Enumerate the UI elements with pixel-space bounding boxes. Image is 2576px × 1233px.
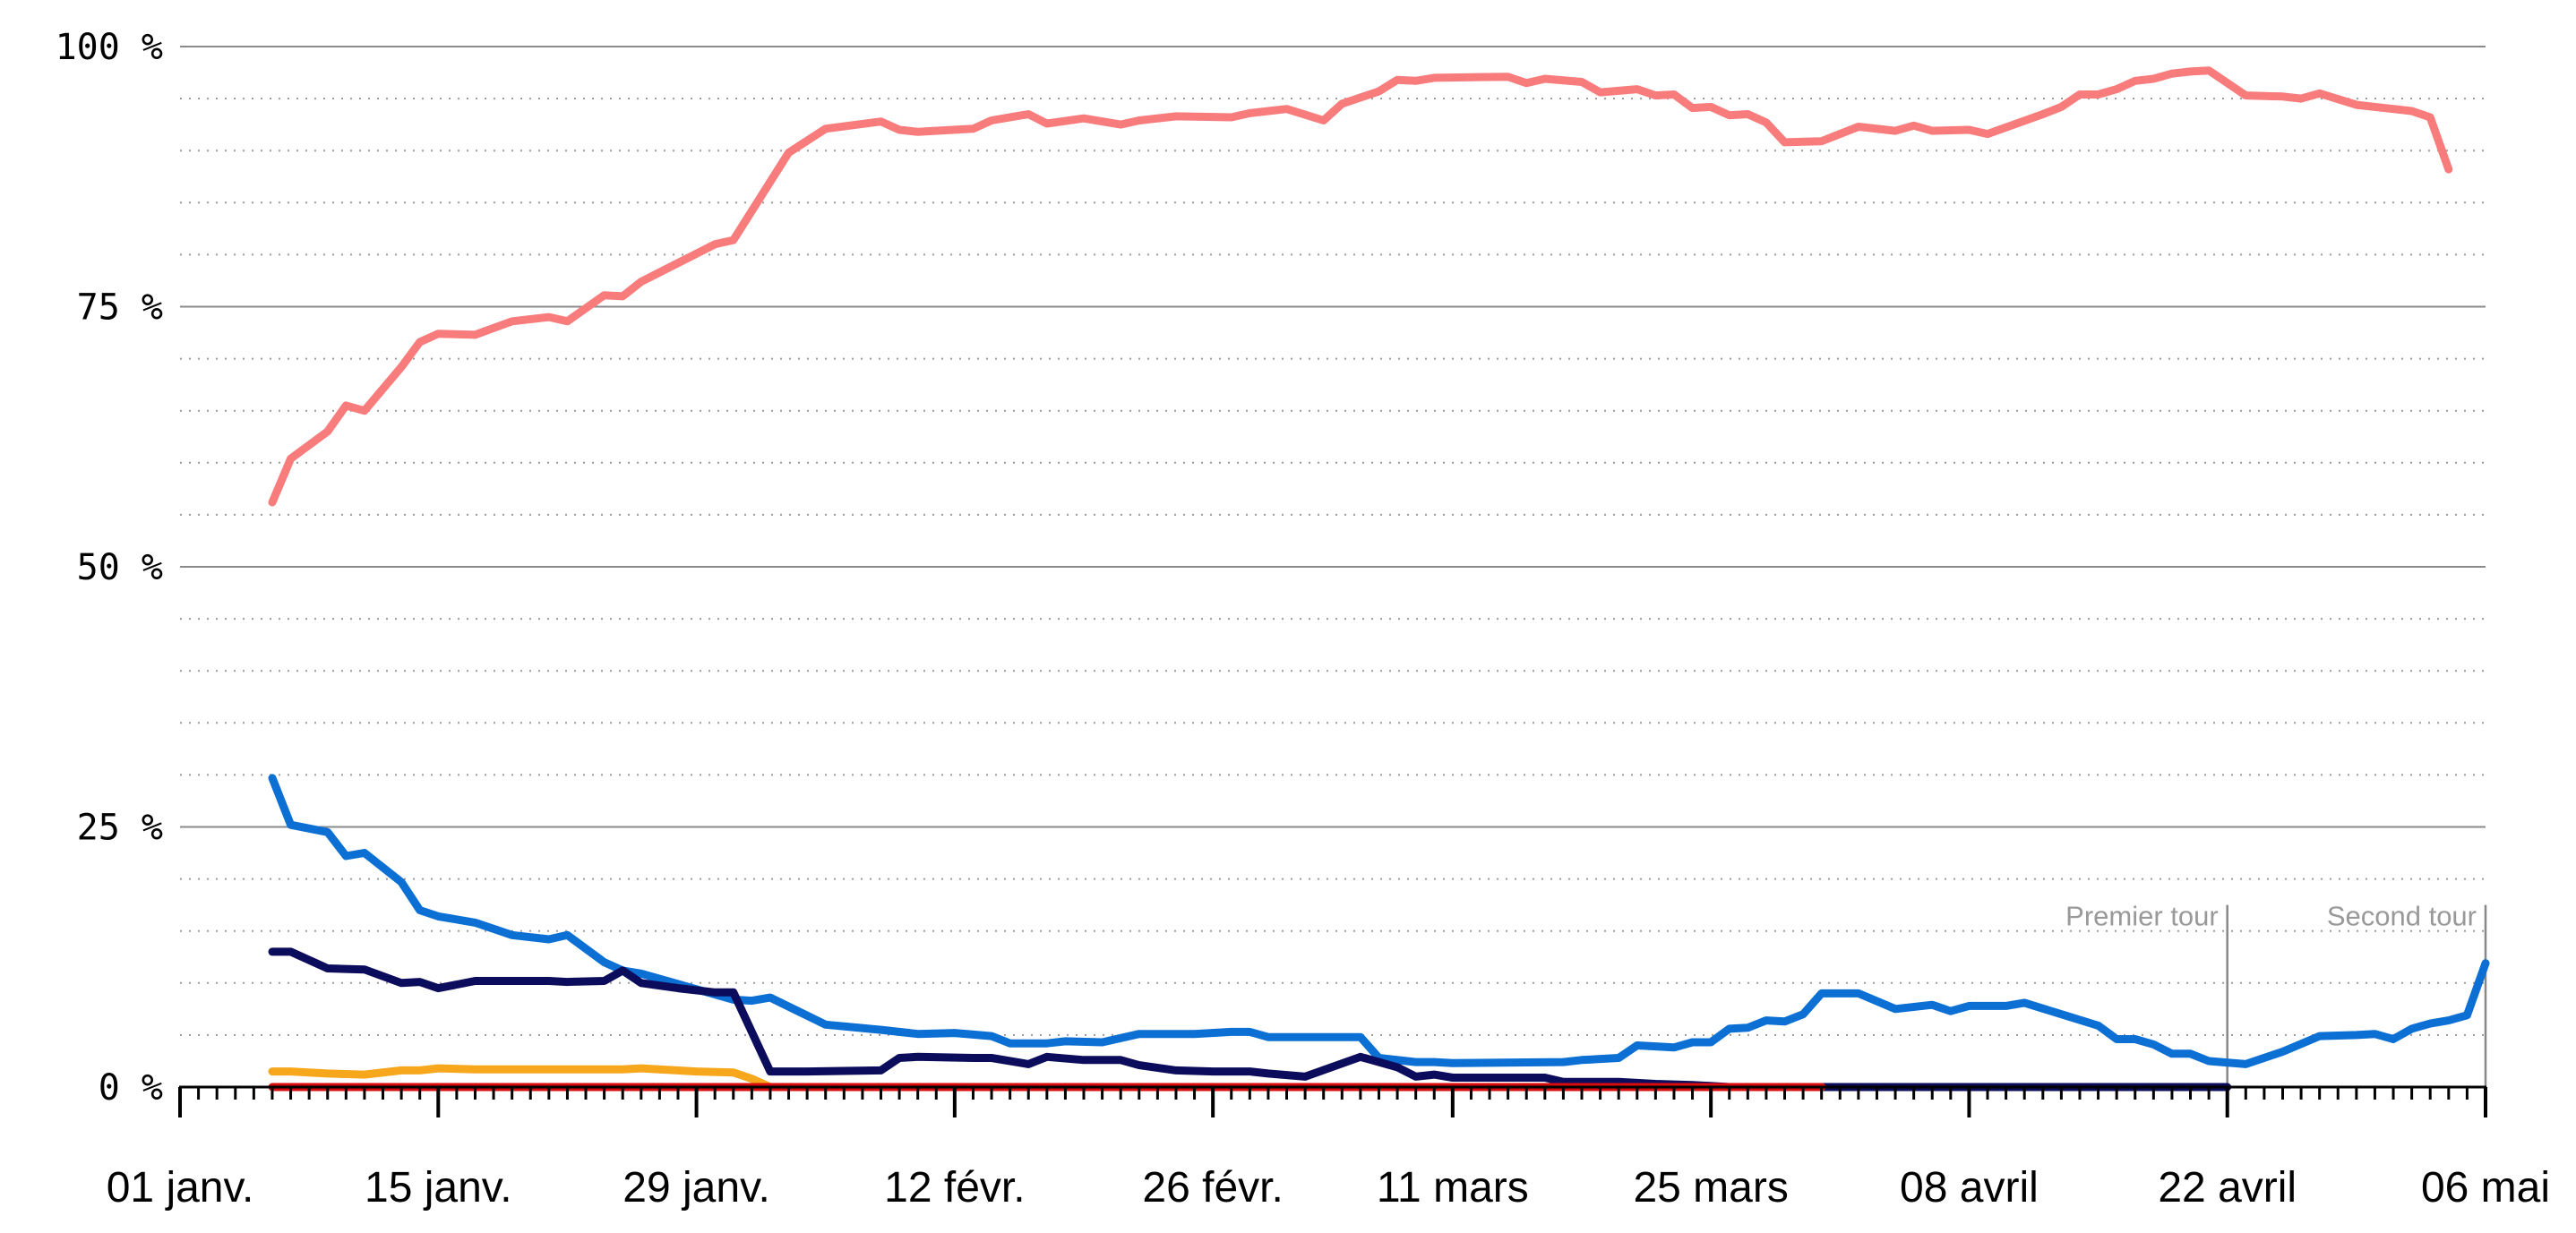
x-tick-label: 25 mars — [1633, 1164, 1788, 1212]
series-line — [268, 1064, 1826, 1092]
x-tick-label: 11 mars — [1377, 1164, 1529, 1212]
y-axis-tick-labels: 0 % 25 % 50 % 75 % 100 % — [56, 27, 163, 1109]
series-lines — [268, 66, 2490, 1092]
y-tick-label: 75 % — [77, 287, 163, 329]
x-tick-label: 29 janv. — [623, 1164, 770, 1212]
x-tick-label: 08 avril — [1900, 1164, 2039, 1212]
x-axis: 01 janv. 15 janv. 29 janv. 12 févr. 26 févr.… — [107, 1085, 2550, 1212]
x-tick-label: 06 mai — [2421, 1164, 2550, 1212]
y-tick-label: 100 % — [56, 27, 163, 68]
y-tick-label: 50 % — [77, 547, 163, 588]
x-tick-label: 26 févr. — [1142, 1164, 1283, 1212]
y-tick-label: 0 % — [99, 1067, 163, 1109]
x-tick-label: 15 janv. — [365, 1164, 512, 1212]
round-annotations: Premier tour Second tour — [2065, 901, 2487, 1087]
series-line — [268, 66, 2453, 507]
x-tick-label: 22 avril — [2158, 1164, 2297, 1212]
series-line — [268, 947, 2232, 1092]
y-tick-label: 25 % — [77, 808, 163, 849]
x-tick-label: 12 févr. — [884, 1164, 1025, 1212]
x-tick-label: 01 janv. — [107, 1164, 254, 1212]
round-marker-label: Second tour — [2327, 901, 2477, 932]
major-gridlines — [180, 46, 2486, 828]
round-marker-label: Premier tour — [2065, 901, 2219, 932]
